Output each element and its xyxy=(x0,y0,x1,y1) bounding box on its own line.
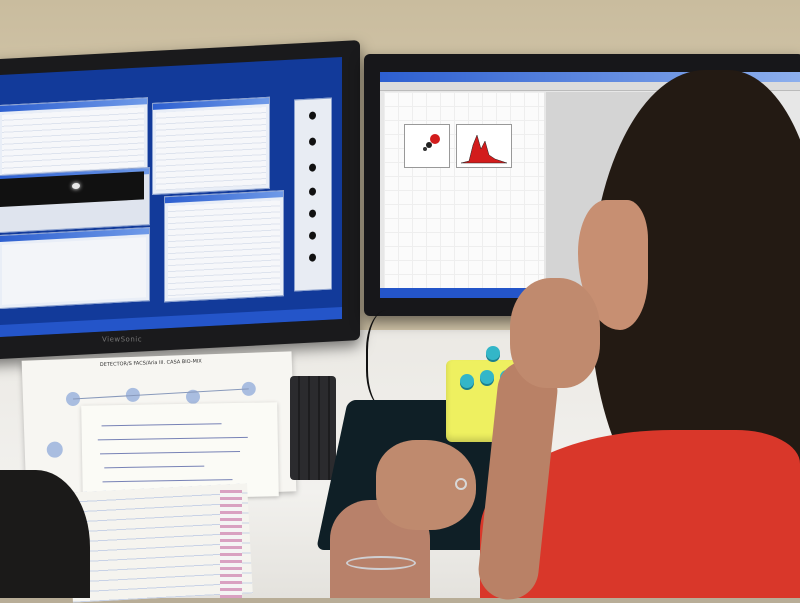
dot-plot-graphic xyxy=(423,134,440,151)
droplet xyxy=(309,253,316,262)
mouse-cable xyxy=(366,310,418,410)
bracelet xyxy=(346,556,416,570)
handwritten-note xyxy=(81,402,279,500)
properties-window xyxy=(164,190,284,303)
menu-bar xyxy=(380,82,800,91)
droplet xyxy=(309,231,316,240)
tube xyxy=(460,374,474,388)
hand-on-chin xyxy=(510,278,600,388)
tube xyxy=(480,370,494,384)
dot-plot xyxy=(404,124,450,168)
droplet xyxy=(309,163,316,172)
notebook-spiral xyxy=(220,490,242,598)
title-bar xyxy=(380,72,800,82)
droplet xyxy=(309,187,316,196)
histogram-plot xyxy=(456,124,512,168)
taskbar xyxy=(0,307,342,338)
worksheet xyxy=(384,92,544,288)
left-screen xyxy=(0,57,342,338)
tube xyxy=(486,346,500,360)
histogram-graphic xyxy=(460,134,508,164)
diagram-graphic xyxy=(46,381,256,458)
monitor-brand-label: ViewSonic xyxy=(102,335,143,344)
keyboard xyxy=(290,376,336,480)
left-monitor: ViewSonic xyxy=(0,40,360,360)
droplet xyxy=(309,137,316,146)
options-window xyxy=(152,96,270,195)
droplet xyxy=(309,209,316,218)
droplet xyxy=(309,111,316,120)
log-window xyxy=(0,227,150,310)
droplet-panel xyxy=(294,97,332,292)
ring xyxy=(455,478,467,490)
printed-diagram: DETECTOR/S FACS/Aria III. CASA BIO-MIX xyxy=(21,351,297,501)
